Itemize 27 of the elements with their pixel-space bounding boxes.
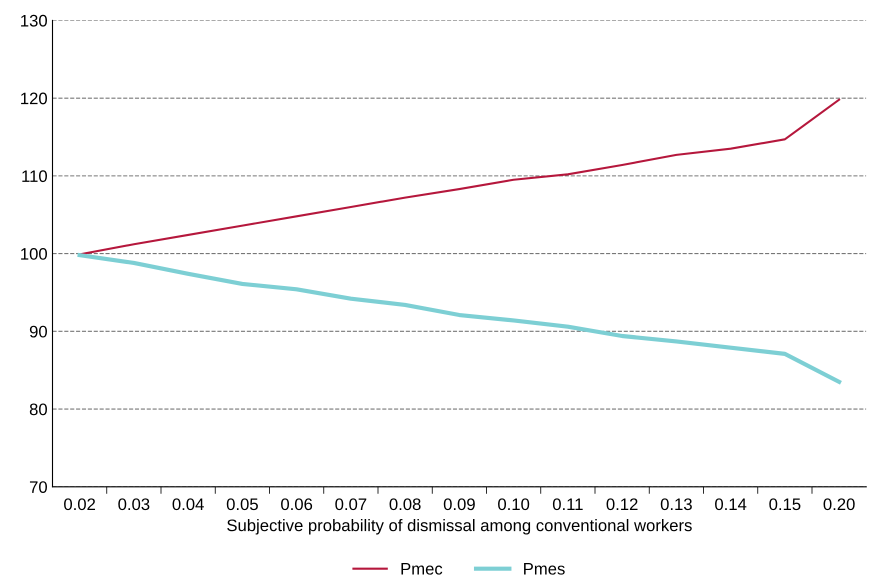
y-tick-label: 100 bbox=[21, 248, 47, 260]
line-series bbox=[78, 253, 842, 384]
legend-label: Pmes bbox=[524, 563, 565, 575]
x-tick-label: 0.08 bbox=[390, 498, 421, 510]
y-tick-label: 130 bbox=[21, 14, 47, 27]
x-tick-label: 0.20 bbox=[824, 498, 855, 510]
x-axis-title: Subjective probability of dismissal among conventional workers bbox=[227, 519, 692, 535]
x-tick-label: 0.11 bbox=[552, 498, 583, 510]
line-series bbox=[78, 98, 840, 256]
y-tick-label: 70 bbox=[30, 481, 47, 494]
x-tick-label: 0.12 bbox=[606, 498, 638, 510]
x-tick-label: 0.04 bbox=[172, 498, 204, 510]
legend-label: Pmec bbox=[401, 563, 442, 575]
x-tick-label: 0.13 bbox=[660, 498, 692, 510]
y-tick-label: 80 bbox=[30, 403, 47, 416]
y-tick-label: 110 bbox=[22, 170, 47, 182]
x-tick-label: 0.10 bbox=[498, 498, 530, 510]
x-tick-label: 0.06 bbox=[281, 498, 312, 510]
x-tick-label: 0.03 bbox=[118, 498, 150, 510]
x-tick-label: 0.15 bbox=[769, 498, 800, 510]
y-tick-label: 120 bbox=[21, 92, 47, 104]
x-tick-label: 0.05 bbox=[226, 498, 258, 510]
x-tick-label: 0.09 bbox=[444, 498, 475, 510]
x-tick-label: 0.14 bbox=[715, 498, 746, 510]
x-tick-label: 0.07 bbox=[335, 498, 366, 510]
x-tick-label: 0.02 bbox=[64, 498, 96, 510]
y-tick-label: 90 bbox=[30, 326, 47, 338]
